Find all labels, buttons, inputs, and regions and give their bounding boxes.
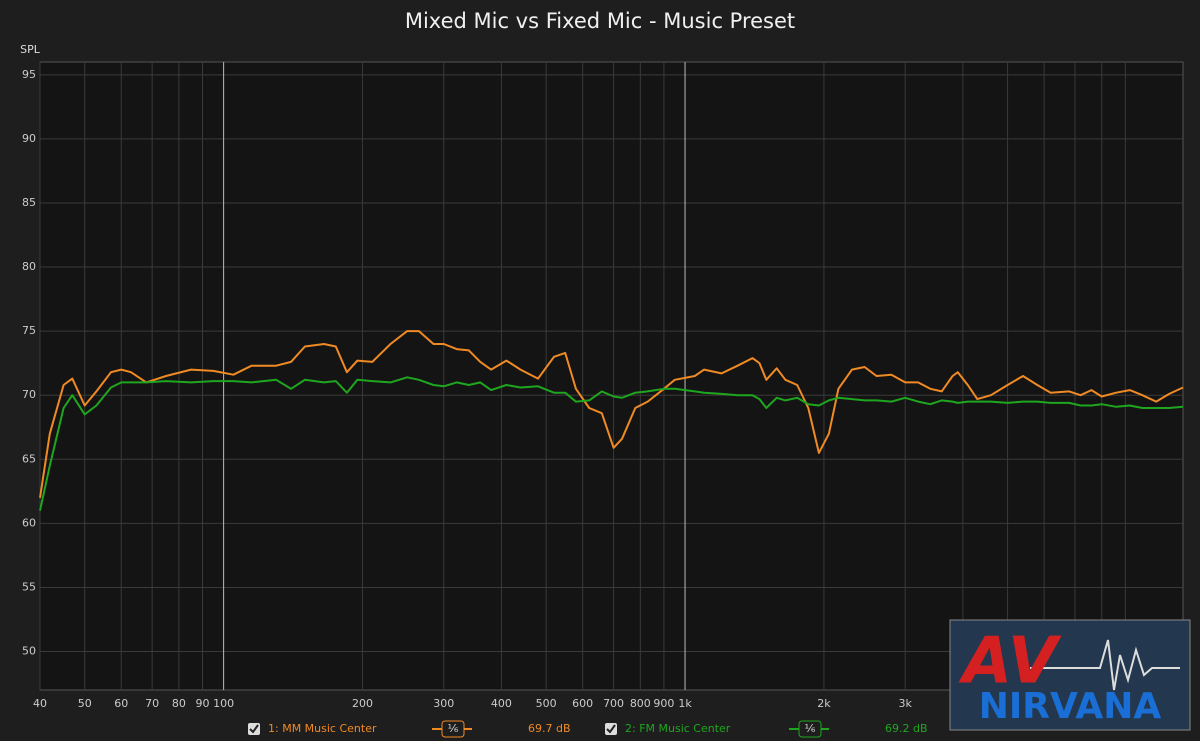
x-tick-label: 600 (572, 697, 593, 710)
x-tick-label: 900 (653, 697, 674, 710)
legend-level: 69.2 dB (885, 722, 928, 735)
legend-level: 69.7 dB (528, 722, 571, 735)
x-tick-label: 100 (213, 697, 234, 710)
y-tick-label: 50 (22, 645, 36, 658)
logo-top: AV (958, 625, 1062, 699)
x-tick-label: 80 (172, 697, 186, 710)
series-line (39, 376, 1184, 511)
plot-area (39, 61, 1184, 691)
x-tick-label: 90 (196, 697, 210, 710)
y-tick-label: 95 (22, 68, 36, 81)
legend-label: 1: MM Music Center (268, 722, 377, 735)
x-tick-label: 400 (491, 697, 512, 710)
series-line (39, 330, 1184, 498)
y-axis-label: SPL (20, 43, 41, 56)
y-tick-label: 55 (22, 580, 36, 593)
legend-check (606, 724, 616, 734)
logo-wave (1030, 639, 1180, 691)
x-tick-label: 700 (603, 697, 624, 710)
legend-label: 2: FM Music Center (625, 722, 731, 735)
legend-check (249, 724, 259, 734)
x-tick-label: 1k (678, 697, 692, 710)
y-tick-label: 75 (22, 324, 36, 337)
legend-smoothing-box (798, 720, 822, 738)
x-tick-label: 200 (352, 697, 373, 710)
x-tick-label: 800 (630, 697, 651, 710)
logo-bottom: NIRVANA (979, 686, 1162, 727)
x-tick-label: 500 (536, 697, 557, 710)
x-tick-label: 70 (145, 697, 159, 710)
logo-box (949, 619, 1191, 731)
x-tick-label: 2k (817, 697, 831, 710)
x-tick-label: 300 (433, 697, 454, 710)
y-tick-label: 70 (22, 388, 36, 401)
legend-smoothing: ¹⁄₆ (448, 722, 459, 735)
y-tick-label: 85 (22, 196, 36, 209)
y-tick-label: 90 (22, 132, 36, 145)
y-tick-label: 65 (22, 452, 36, 465)
legend-smoothing: ¹⁄₆ (805, 722, 816, 735)
x-tick-label: 50 (78, 697, 92, 710)
legend: 1: MM Music Center ¹⁄₆ 69.7 dB 2: FM Music … (248, 720, 928, 738)
logo: AV NIRVANA (949, 619, 1191, 731)
y-tick-label: 60 (22, 516, 36, 529)
x-tick-label: 60 (114, 697, 128, 710)
y-tick-label: 80 (22, 260, 36, 273)
legend-smoothing-box (441, 720, 465, 738)
x-tick-label: 40 (33, 697, 47, 710)
chart-title: Mixed Mic vs Fixed Mic - Music Preset (405, 9, 795, 33)
lines (39, 330, 1184, 511)
x-tick-label: 3k (899, 697, 913, 710)
